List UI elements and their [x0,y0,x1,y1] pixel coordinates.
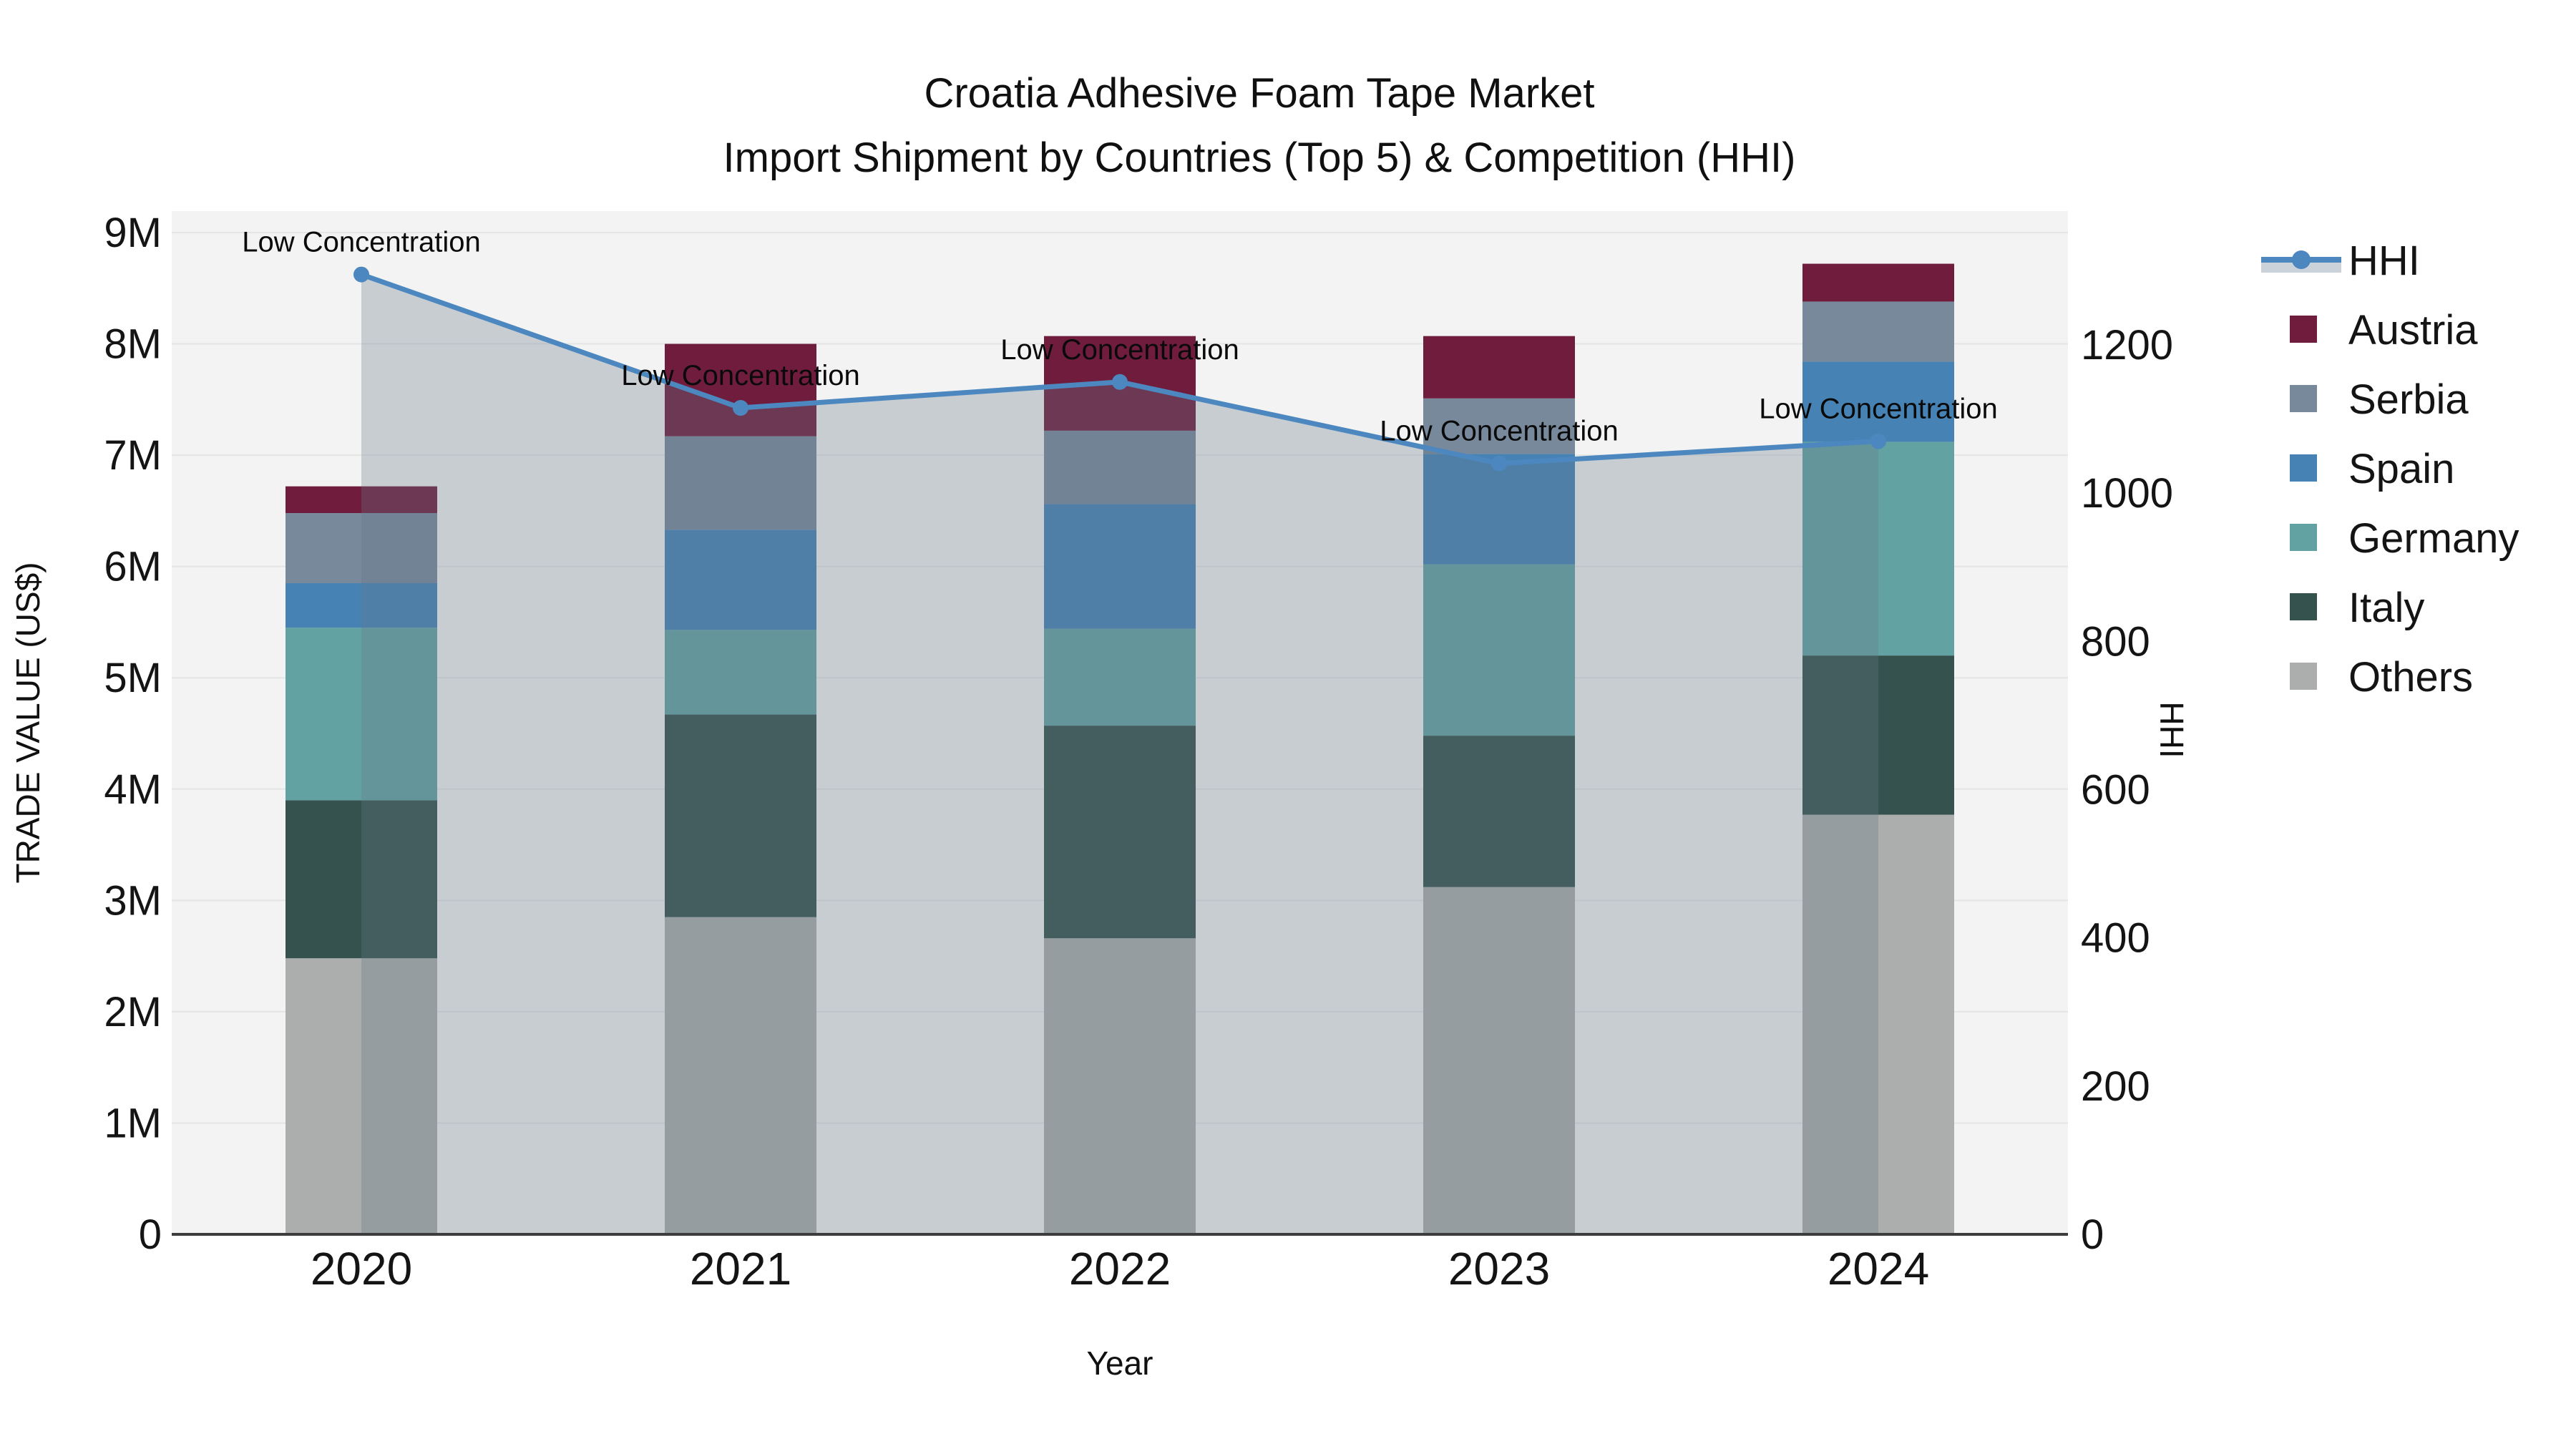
y-left-tick-9M: 9M [104,210,162,256]
y-right-tick-1200: 1200 [2081,322,2173,369]
y-left-tick-3M: 3M [104,877,162,924]
y-right-tick-400: 400 [2081,915,2150,962]
y-left-tick-5M: 5M [104,655,162,701]
bar-segment-serbia-2020[interactable] [286,513,437,583]
y-right-tick-200: 200 [2081,1063,2150,1110]
bar-segment-serbia-2023[interactable] [1423,398,1575,454]
bar-segment-italy-2022[interactable] [1044,726,1196,939]
legend-hhi-marker-sample [2292,250,2311,269]
legend-item-hhi[interactable]: HHI [2261,238,2420,284]
x-tick-2022: 2022 [1069,1243,1171,1294]
x-tick-2020: 2020 [311,1243,412,1294]
bar-segment-austria-2023[interactable] [1423,336,1575,399]
chart-title: Croatia Adhesive Foam Tape Market Import… [0,62,2519,190]
bar-segment-spain-2020[interactable] [286,583,437,628]
y-right-tick-1000: 1000 [2081,470,2173,517]
hhi-marker-2024[interactable] [1870,433,1886,449]
y-right-tick-600: 600 [2081,767,2150,814]
bar-segment-spain-2024[interactable] [1802,361,1954,442]
y-right-tick-0: 0 [2081,1211,2104,1258]
legend-swatch-serbia [2290,385,2317,412]
chart-title-line1: Croatia Adhesive Foam Tape Market [924,70,1595,117]
legend-label-spain: Spain [2348,446,2454,492]
y-left-tick-0: 0 [139,1211,162,1258]
bar-segment-italy-2024[interactable] [1802,655,1954,815]
bar-segment-austria-2020[interactable] [286,486,437,513]
bar-segment-italy-2020[interactable] [286,800,437,959]
x-tick-2024: 2024 [1828,1243,1929,1294]
legend-swatch-austria [2290,316,2317,343]
legend-swatch-italy [2290,593,2317,620]
x-axis-title: Year [1086,1345,1153,1382]
x-tick-2023: 2023 [1448,1243,1550,1294]
legend-swatch-germany [2290,524,2317,551]
legend-label-germany: Germany [2348,515,2519,562]
legend-swatch-others [2290,663,2317,690]
legend-label-others: Others [2348,654,2473,701]
annotation-2022: Low Concentration [1000,334,1239,366]
hhi-area-fill [361,274,1878,1234]
bar-segment-germany-2021[interactable] [665,630,816,715]
bar-segment-others-2024[interactable] [1802,814,1954,1234]
x-tick-2021: 2021 [690,1243,791,1294]
y-left-tick-6M: 6M [104,544,162,590]
bar-segment-serbia-2024[interactable] [1802,301,1954,362]
bar-segment-germany-2020[interactable] [286,628,437,801]
legend-label-italy: Italy [2348,585,2424,631]
y-right-tick-800: 800 [2081,618,2150,665]
y-left-tick-8M: 8M [104,321,162,368]
bar-segment-spain-2021[interactable] [665,530,816,630]
legend-item-austria[interactable]: Austria [2290,307,2478,353]
chart-title-line2: Import Shipment by Countries (Top 5) & C… [723,135,1796,181]
bar-segment-others-2023[interactable] [1423,887,1575,1234]
bar-segment-germany-2022[interactable] [1044,628,1196,726]
y-left-tick-2M: 2M [104,989,162,1035]
y-left-tick-1M: 1M [104,1100,162,1146]
y-left-tick-7M: 7M [104,432,162,479]
bar-segment-spain-2023[interactable] [1423,454,1575,565]
bar-segment-italy-2023[interactable] [1423,736,1575,887]
legend-item-spain[interactable]: Spain [2290,446,2454,492]
bar-segment-austria-2024[interactable] [1802,263,1954,302]
bar-segment-germany-2023[interactable] [1423,564,1575,736]
bar-segment-spain-2022[interactable] [1044,504,1196,629]
legend-item-italy[interactable]: Italy [2290,585,2424,631]
annotation-2023: Low Concentration [1380,416,1619,447]
annotation-2020: Low Concentration [242,227,481,258]
bar-segment-serbia-2021[interactable] [665,436,816,530]
annotation-2021: Low Concentration [621,360,860,391]
hhi-marker-2023[interactable] [1491,455,1507,472]
legend-label-hhi: HHI [2348,238,2420,284]
hhi-marker-2022[interactable] [1112,374,1128,390]
hhi-marker-2021[interactable] [733,400,748,416]
legend-item-serbia[interactable]: Serbia [2290,376,2469,423]
legend-swatch-spain [2290,454,2317,482]
legend-item-others[interactable]: Others [2290,654,2473,701]
bar-segment-germany-2024[interactable] [1802,441,1954,656]
bar-segment-others-2021[interactable] [665,917,816,1234]
bar-segment-italy-2021[interactable] [665,714,816,917]
hhi-marker-2020[interactable] [353,266,369,283]
legend-label-austria: Austria [2348,307,2478,353]
y-axis-title-right: HHI [2153,701,2190,758]
y-axis-title-left: TRADE VALUE (US$) [9,562,47,884]
bar-segment-serbia-2022[interactable] [1044,430,1196,504]
annotation-2024: Low Concentration [1759,394,1998,425]
y-left-tick-4M: 4M [104,766,162,813]
legend-label-serbia: Serbia [2348,376,2469,423]
bar-segment-others-2022[interactable] [1044,938,1196,1234]
legend-item-germany[interactable]: Germany [2290,515,2519,562]
bar-segment-others-2020[interactable] [286,958,437,1234]
